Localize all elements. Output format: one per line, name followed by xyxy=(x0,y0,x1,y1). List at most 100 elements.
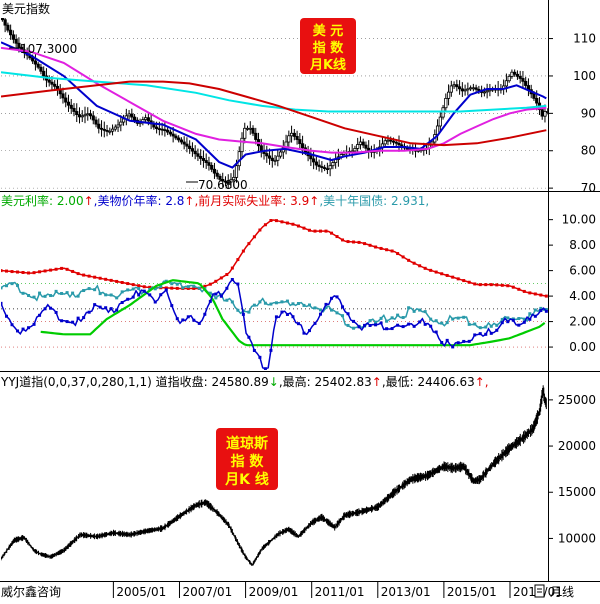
dow-legend: YYJ道指(0,0,37,0,280,1,1) 道指收盘: 24580.89↓,… xyxy=(0,374,489,389)
macro-cpi-marker xyxy=(418,320,422,324)
macro-bond-marker xyxy=(21,291,25,295)
macro-cpi-marker xyxy=(115,308,119,312)
scroll-handle[interactable] xyxy=(534,584,545,598)
dollar-candle-body xyxy=(518,75,522,79)
macro-ytick-label: 2.00 xyxy=(569,315,596,329)
macro-unemployment-marker xyxy=(489,283,493,287)
macro-cpi-marker xyxy=(478,332,482,336)
macro-cpi-marker xyxy=(32,322,36,326)
macro-bond-marker xyxy=(208,291,212,295)
macro-bond-marker xyxy=(429,317,433,321)
macro-cpi-marker xyxy=(258,355,262,359)
macro-unemployment-marker xyxy=(522,289,526,293)
macro-unemployment-marker xyxy=(451,275,455,279)
macro-bond-marker xyxy=(230,300,234,304)
macro-unemployment-marker xyxy=(385,248,389,252)
macro-unemployment-marker xyxy=(5,269,9,273)
macro-unemployment-marker xyxy=(137,284,141,288)
macro-cpi-marker xyxy=(104,306,108,310)
legend-rate-value: 2.00 xyxy=(57,194,84,208)
dollar-candle-body xyxy=(463,89,467,92)
macro-cpi-marker xyxy=(131,295,135,299)
macro-unemployment-marker xyxy=(302,226,306,230)
macro-bond-marker xyxy=(478,326,482,330)
macro-cpi-marker xyxy=(291,315,295,319)
dollar-ytick-label: 70 xyxy=(581,181,596,195)
macro-bond-marker xyxy=(423,310,427,314)
macro-bond-marker xyxy=(352,326,356,330)
macro-bond-marker xyxy=(346,323,350,327)
macro-cpi-marker xyxy=(274,315,278,319)
macro-cpi-marker xyxy=(10,323,14,327)
macro-cpi-marker xyxy=(38,313,42,317)
dollar-candle-body xyxy=(116,124,120,128)
dollar-candle-body xyxy=(466,88,470,91)
macro-indicators-legend: 美元利率: 2.00↑,美物价年率: 2.8↑,前月实际失业率: 3.9↑,美十… xyxy=(1,193,429,208)
macro-cpi-marker xyxy=(181,318,185,322)
period-label[interactable]: 月线 xyxy=(550,585,574,599)
macro-unemployment-marker xyxy=(307,228,311,232)
macro-bond-marker xyxy=(197,286,201,290)
macro-unemployment-marker xyxy=(32,271,36,275)
macro-bond-marker xyxy=(120,290,124,294)
macro-unemployment-marker xyxy=(186,286,190,290)
dollar-ytick-label: 100 xyxy=(573,69,596,83)
macro-unemployment-marker xyxy=(142,285,146,289)
macro-bond-marker xyxy=(390,316,394,320)
dollar-candle-body xyxy=(331,162,335,167)
macro-ytick-label: 8.00 xyxy=(569,238,596,252)
dollar-candle-body xyxy=(251,127,255,134)
macro-unemployment-marker xyxy=(511,285,515,289)
macro-unemployment-marker xyxy=(418,264,422,268)
macro-bond-marker xyxy=(5,284,9,288)
macro-bond-marker xyxy=(473,322,477,326)
macro-bond-marker xyxy=(82,289,86,293)
dollar-candle-body xyxy=(86,113,90,116)
dollar-candle-body xyxy=(50,81,54,85)
macro-cpi-marker xyxy=(49,306,53,310)
macro-bond-marker xyxy=(76,294,80,298)
macro-cpi-marker xyxy=(324,302,328,306)
legend-bond-label: ,美十年国债: xyxy=(319,194,391,208)
macro-cpi-marker xyxy=(296,322,300,326)
dollar-candle-body xyxy=(394,141,398,144)
macro-bond-marker xyxy=(16,283,20,287)
dollar-candle-body xyxy=(215,172,219,177)
macro-unemployment-marker xyxy=(445,273,449,277)
macro-unemployment-marker xyxy=(93,275,97,279)
macro-unemployment-marker xyxy=(341,238,345,242)
macro-bond-marker xyxy=(27,293,31,297)
macro-unemployment-marker xyxy=(225,273,229,277)
macro-unemployment-marker xyxy=(82,273,86,277)
dollar-candle-body xyxy=(188,145,192,149)
macro-bond-marker xyxy=(258,300,262,304)
dollar-candle-body xyxy=(163,129,167,132)
macro-unemployment-marker xyxy=(313,229,317,233)
macro-cpi-marker xyxy=(379,321,383,325)
dollar-candle-body xyxy=(287,135,291,143)
macro-unemployment-marker xyxy=(335,235,339,239)
macro-unemployment-marker xyxy=(164,286,168,290)
dollar-candle-body xyxy=(325,168,329,171)
macro-cpi-marker xyxy=(252,349,256,353)
dollar-candle-body xyxy=(166,129,170,133)
dollar-candle-body xyxy=(273,159,277,162)
legend-bond-value: 2.931 xyxy=(391,194,425,208)
macro-cpi-marker xyxy=(401,325,405,329)
dow-legend-close-arrow: ↓ xyxy=(269,375,279,389)
dow-badge-bg xyxy=(216,428,278,490)
macro-bond-marker xyxy=(247,310,251,314)
dollar-candle-body xyxy=(289,132,294,137)
macro-bond-marker xyxy=(126,288,130,292)
legend-unemployment-label: ,前月实际失业率: xyxy=(194,193,290,208)
macro-bond-marker xyxy=(418,308,422,312)
xtick-label: 2015/01 xyxy=(447,585,497,599)
xtick-label: 2007/01 xyxy=(182,585,232,599)
macro-cpi-marker xyxy=(120,301,124,305)
macro-unemployment-marker xyxy=(412,261,416,265)
dollar-candle-body xyxy=(201,158,206,161)
dollar-candle-body xyxy=(94,119,98,125)
macro-bond-marker xyxy=(379,316,383,320)
macro-unemployment-marker xyxy=(500,283,504,287)
dollar-candle-body xyxy=(61,93,65,99)
